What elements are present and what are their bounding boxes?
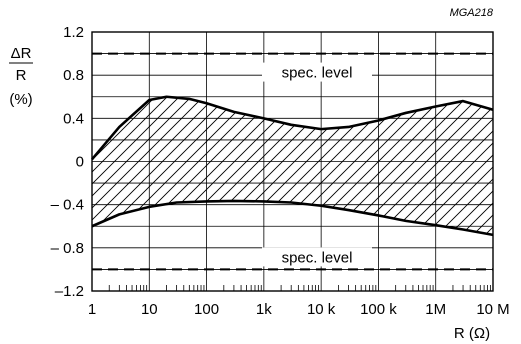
y-axis-label-unit: (%) (9, 91, 32, 108)
spec-level-label: spec. level (282, 249, 353, 266)
spec-levels: spec. level spec. level (92, 52, 493, 271)
y-tick-label: 0 (76, 154, 84, 171)
x-tick-label: 100 (194, 301, 219, 318)
labels: 1 10 100 1k 10 k 100 k 1M 10 M 1.2 0.8 0.4 0 – 0.4 – … (9, 7, 510, 342)
x-tick-label: 1 (88, 301, 96, 318)
y-tick-label: 1.2 (63, 24, 84, 41)
y-tick-label: – 0.4 (51, 197, 84, 214)
y-tick-label: –1.2 (55, 283, 84, 300)
x-tick-label: 10 M (476, 301, 509, 318)
tolerance-band (91, 95, 494, 237)
spec-level-label-bg (262, 247, 372, 267)
figure-code: MGA218 (450, 7, 494, 19)
x-axis-label: R (Ω) (454, 325, 490, 342)
y-tick-label: 0.8 (63, 67, 84, 84)
spec-level-label-bg (262, 62, 372, 82)
plot-frame (91, 31, 494, 292)
y-axis-label-denominator: R (16, 67, 27, 84)
band-hatch-area (92, 96, 493, 235)
x-tick-label: 100 k (360, 301, 397, 318)
y-axis-label-numerator: ΔR (11, 45, 32, 62)
x-tick-label: 1M (425, 301, 446, 318)
spec-level-label: spec. level (282, 65, 353, 82)
band-upper-curve (91, 95, 494, 161)
x-tick-label: 1k (256, 301, 272, 318)
y-tick-label: – 0.8 (51, 240, 84, 257)
y-tick-label: 0.4 (63, 110, 84, 127)
band-lower-curve (91, 199, 494, 237)
axes (91, 31, 494, 292)
x-tick-label: 10 k (307, 301, 336, 318)
x-tick-label: 10 (141, 301, 158, 318)
